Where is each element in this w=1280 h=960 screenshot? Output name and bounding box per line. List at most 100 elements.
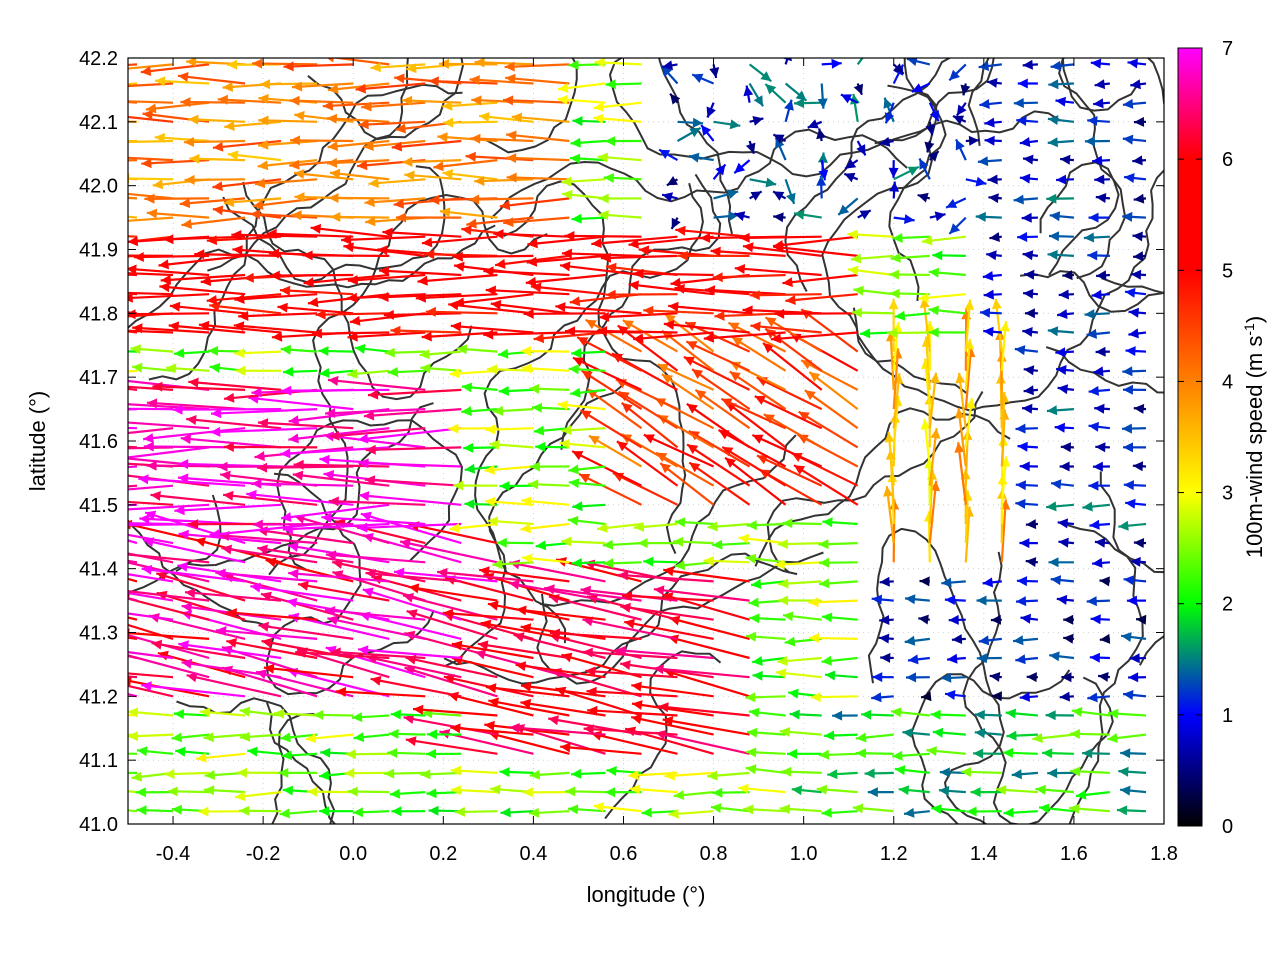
wind-vector-head — [1084, 136, 1095, 147]
wind-vector-head — [335, 686, 347, 697]
wind-vector-head — [495, 258, 506, 269]
wind-vector-shaft — [252, 197, 318, 208]
wind-vector-shaft — [363, 408, 462, 418]
wind-vector-head — [66, 254, 76, 264]
wind-vector-head — [888, 299, 899, 310]
wind-vector-head — [250, 209, 261, 220]
wind-vector-head — [808, 633, 819, 643]
wind-vector-head — [779, 727, 791, 737]
wind-vector-head — [320, 747, 331, 758]
wind-vector-head — [629, 784, 641, 795]
wind-vector-head — [289, 159, 300, 170]
wind-vector-shaft — [508, 582, 606, 602]
wind-vector-head — [749, 613, 760, 624]
wind-vector-head — [571, 348, 582, 358]
wind-vector-head — [894, 765, 906, 776]
wind-vector-head — [1125, 498, 1136, 509]
wind-vector-shaft — [773, 245, 858, 257]
wind-vector-head — [965, 398, 976, 409]
wind-vector-shaft — [756, 376, 823, 411]
wind-vector-head — [1002, 747, 1014, 758]
wind-vector-shaft — [289, 159, 354, 167]
y-tick-label: 41.7 — [79, 367, 118, 389]
wind-vector-shaft — [248, 396, 354, 411]
wind-vector-shaft — [729, 370, 787, 411]
wind-vector-shaft — [287, 544, 390, 564]
wind-vector-shaft — [452, 254, 534, 258]
wind-vector-shaft — [621, 594, 714, 602]
wind-vector-head — [1003, 807, 1014, 818]
wind-vector-shaft — [631, 702, 714, 717]
wind-vector-head — [851, 307, 862, 318]
wind-vector-head — [365, 216, 376, 227]
wind-vector-head — [257, 462, 268, 473]
wind-vector-head — [420, 769, 431, 780]
wind-vector-head — [1125, 346, 1136, 356]
wind-vector-head — [239, 805, 250, 816]
wind-vector-head — [330, 212, 341, 222]
wind-vector-head — [618, 391, 630, 402]
wind-vector-shaft — [327, 139, 390, 149]
wind-vector-shaft — [128, 484, 174, 491]
wind-vector-head — [778, 578, 789, 589]
wind-vector-head — [505, 73, 516, 84]
wind-vector-shaft — [303, 273, 390, 285]
wind-vector-shaft — [128, 235, 138, 238]
wind-vector-shaft — [362, 588, 462, 621]
wind-vector-shaft — [587, 709, 678, 717]
wind-vector-head — [1096, 270, 1107, 281]
wind-vector-head — [159, 282, 170, 293]
wind-vector-head — [239, 706, 251, 717]
wind-vector-shaft — [257, 528, 354, 545]
wind-vector-head — [464, 463, 476, 474]
x-tick-label: -0.4 — [156, 843, 190, 865]
wind-vector-head — [252, 58, 263, 69]
wind-vector-head — [1075, 789, 1087, 800]
wind-vector-head — [1118, 766, 1129, 777]
wind-vector-head — [332, 559, 343, 569]
wind-vector-head — [1092, 155, 1103, 166]
wind-vector-shaft — [128, 177, 174, 181]
wind-vector-head — [171, 804, 182, 815]
wind-vector-shaft — [731, 336, 787, 372]
wind-vector-head — [511, 112, 523, 123]
wind-vector-head — [1130, 556, 1141, 567]
wind-vector-head — [605, 787, 616, 798]
wind-vector-head — [128, 264, 137, 275]
wind-vector-shaft — [329, 58, 390, 66]
wind-vector-head — [259, 79, 270, 90]
wind-vector-shaft — [324, 609, 426, 621]
contour-line — [443, 552, 798, 685]
contour-line — [1061, 58, 1140, 112]
wind-vector-head — [982, 577, 993, 588]
wind-vector-shaft — [582, 650, 678, 660]
wind-vector-shaft — [856, 58, 864, 66]
wind-vector-shaft — [172, 408, 282, 411]
contour-line — [1019, 270, 1164, 313]
wind-vector-head — [485, 424, 496, 435]
wind-vector-head — [949, 69, 960, 81]
wind-vector-head — [393, 198, 404, 209]
wind-vector-shaft — [140, 63, 210, 74]
wind-vector-shaft — [128, 216, 174, 222]
wind-vector-head — [1023, 154, 1034, 165]
wind-vector-shaft — [358, 120, 426, 126]
wind-vector-shaft — [451, 657, 534, 679]
wind-vector-head — [892, 233, 903, 243]
wind-vector-head — [752, 670, 763, 681]
wind-vector-shaft — [335, 690, 426, 698]
wind-vector-shaft — [686, 402, 751, 449]
wind-vector-head — [1131, 269, 1142, 280]
wind-vector-shaft — [471, 98, 534, 104]
wind-vector-head — [1095, 346, 1106, 357]
wind-vector-head — [464, 499, 475, 510]
wind-vector-head — [288, 433, 299, 444]
wind-vector-head — [64, 320, 75, 330]
wind-vector-head — [113, 586, 124, 596]
wind-vector-shaft — [358, 494, 462, 506]
wind-vector-shaft — [128, 421, 210, 430]
wind-vector-shaft — [717, 429, 787, 468]
wind-vector-head — [353, 732, 365, 743]
wind-vector-shaft — [668, 304, 750, 315]
wind-vector-head — [489, 439, 500, 450]
